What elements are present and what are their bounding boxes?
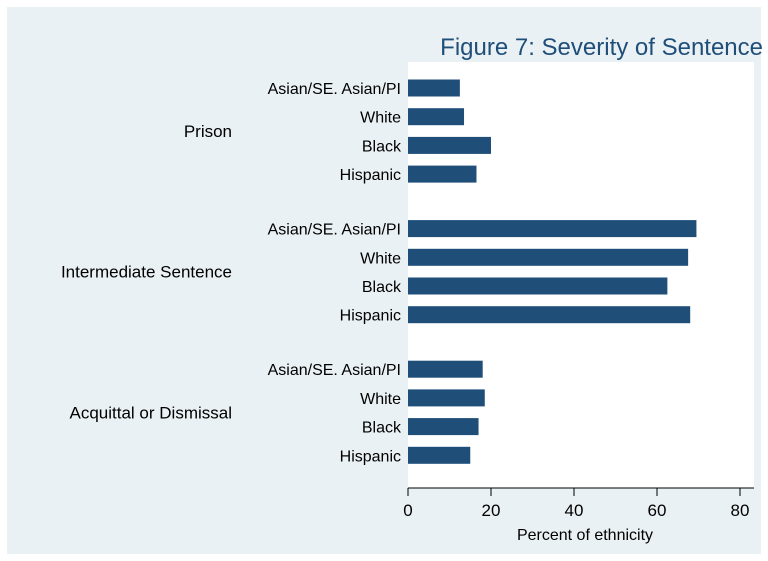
plot-area	[408, 62, 754, 488]
group-label: Prison	[184, 122, 232, 141]
category-label: Hispanic	[340, 167, 401, 184]
group-labels-layer: Prison Intermediate Sentence Acquittal or …	[61, 122, 232, 422]
bar	[408, 108, 465, 126]
bar	[408, 220, 697, 238]
bar	[408, 277, 668, 295]
x-tick-label: 40	[565, 501, 584, 520]
category-label: White	[360, 250, 401, 267]
x-tick-label: 0	[403, 501, 412, 520]
bar	[408, 418, 479, 436]
category-labels-layer: Asian/SE. Asian/PI White Black Hispanic Asia…	[268, 81, 402, 465]
category-label: White	[360, 110, 401, 127]
group-label: Intermediate Sentence	[61, 263, 232, 282]
category-label: Asian/SE. Asian/PI	[268, 362, 401, 379]
group-label: Acquittal or Dismissal	[70, 403, 233, 422]
bar	[408, 79, 460, 97]
bars-layer	[408, 79, 697, 464]
chart-title: Figure 7: Severity of Sentence	[440, 34, 763, 61]
bar	[408, 360, 483, 378]
bar	[408, 446, 471, 464]
x-tick-label: 80	[731, 501, 750, 520]
bar	[408, 248, 689, 266]
category-label: Black	[362, 138, 402, 155]
category-label: Asian/SE. Asian/PI	[268, 222, 401, 239]
bar	[408, 136, 491, 154]
bar	[408, 389, 485, 407]
category-label: Black	[362, 420, 402, 437]
bar	[408, 306, 691, 324]
x-ticks-layer: 0 20 40 60 80	[403, 488, 749, 520]
category-label: Hispanic	[340, 448, 401, 465]
bar	[408, 165, 477, 183]
category-label: White	[360, 391, 401, 408]
category-label: Black	[362, 279, 402, 296]
category-label: Asian/SE. Asian/PI	[268, 81, 401, 98]
x-tick-label: 20	[482, 501, 501, 520]
category-label: Hispanic	[340, 308, 401, 325]
x-axis-label: Percent of ethnicity	[517, 527, 653, 544]
x-tick-label: 60	[648, 501, 667, 520]
